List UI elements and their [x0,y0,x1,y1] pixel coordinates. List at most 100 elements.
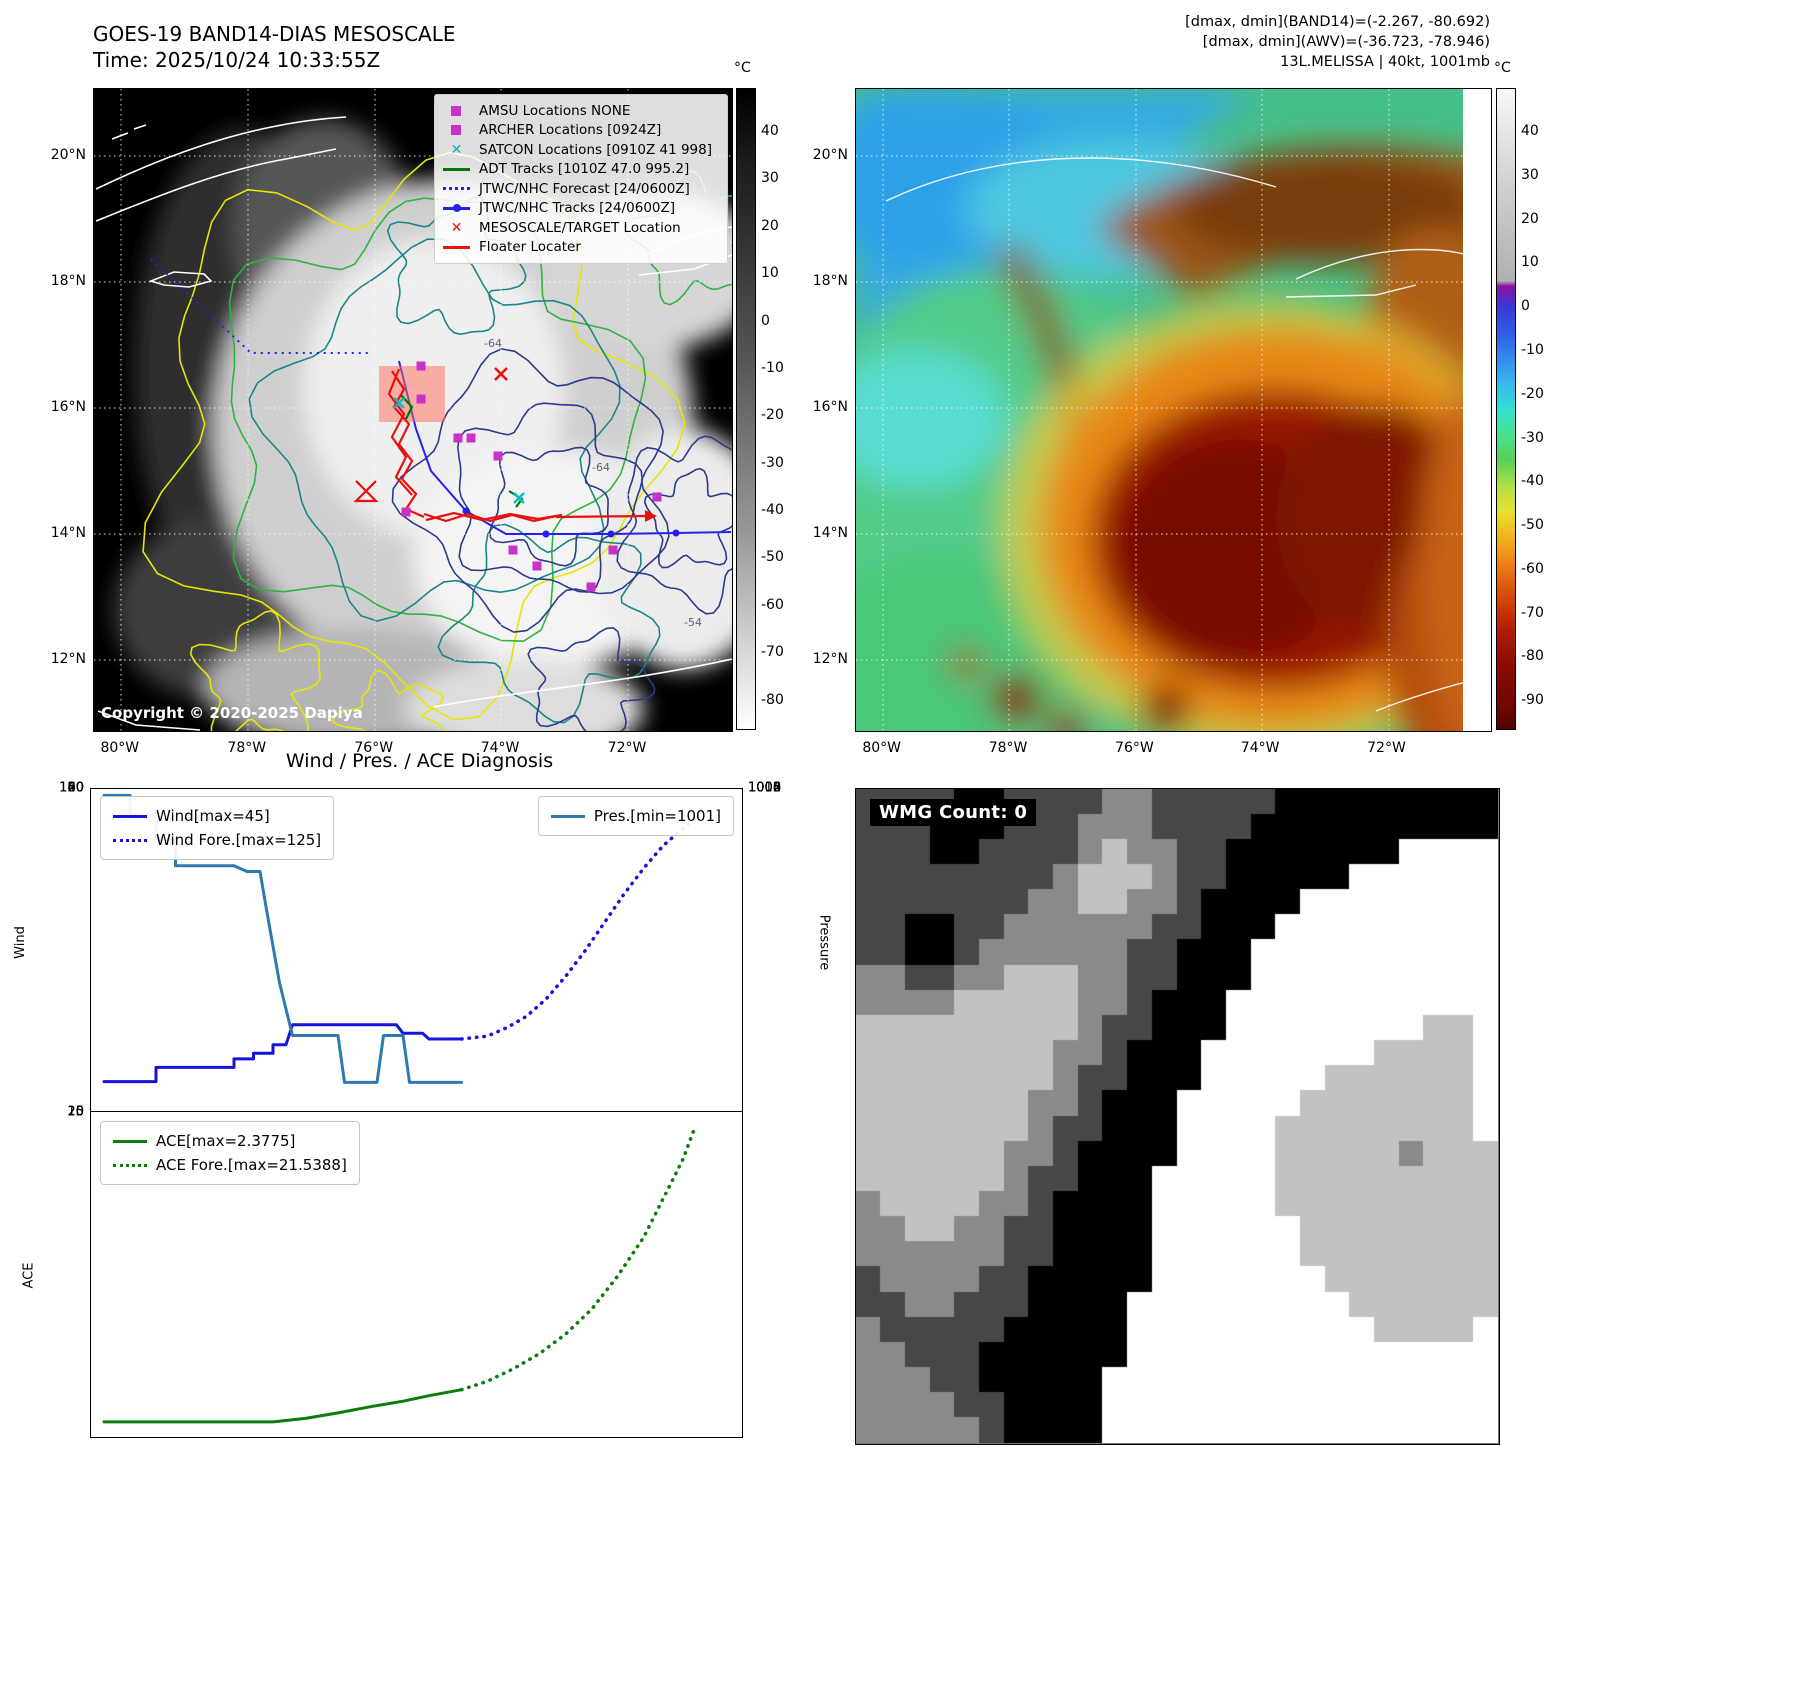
lat-tick-label: 16°N [812,399,848,416]
legend-marker-dotted-icon [113,1163,147,1167]
band14-colorbar [736,88,756,730]
legend-marker-dotted-icon [443,187,470,191]
legend-label: JTWC/NHC Tracks [24/0600Z] [479,200,676,217]
colorbar-tick-label: -90 [1521,692,1544,709]
dmax-dmin-band14: [dmax, dmin](BAND14)=(-2.267, -80.692) [1185,14,1490,30]
band14-lon-axis: 80°W 78°W 76°W 74°W 72°W [93,738,731,758]
legend-label: ACE[max=2.3775] [156,1132,296,1150]
legend-label: JTWC/NHC Forecast [24/0600Z] [479,180,690,197]
satcon-markers [393,397,525,504]
chart-tick-label: 1010 [748,780,782,796]
series-wind-fore- [459,815,698,1041]
lon-tick-label: 76°W [354,740,394,756]
lat-tick-label: 14°N [50,524,86,541]
contour-line [437,523,661,724]
awv-lon-axis: 80°W 78°W 76°W 74°W 72°W [855,738,1490,758]
legend-marker-line-icon [113,1139,147,1143]
wind-axis-label: Wind [12,926,28,959]
series-ace [102,1388,463,1424]
lon-tick-label: 80°W [862,740,901,756]
colorbar-tick-label: 0 [1521,298,1530,315]
legend-item: Floater Locater [443,238,719,258]
lat-tick-label: 18°N [50,272,86,289]
chart-tick-label: 100 [59,780,84,796]
legend-item: ARCHER Locations [0924Z] [443,121,719,141]
colorbar-tick-label: -20 [1521,385,1544,402]
chart-tick-label: 1004 [748,780,782,796]
wmg-panel: WMG Count: 0 [855,788,1500,1445]
lat-tick-label: 12°N [812,650,848,667]
legend-marker-line-icon [550,814,585,818]
legend-marker-dotted-icon [113,838,147,842]
storm-status: 13L.MELISSA | 40kt, 1001mb [1280,54,1490,70]
awv-map [855,88,1492,732]
legend-marker-line-icon [113,814,147,818]
legend-marker-linedot-icon [443,203,470,213]
series-ace-fore- [459,1124,698,1392]
contour-line [248,238,621,622]
legend-item: ACE[max=2.3775] [113,1129,347,1153]
wmg-count-badge: WMG Count: 0 [870,799,1037,826]
lat-tick-label: 20°N [812,146,848,163]
lon-tick-label: 78°W [988,740,1028,756]
colorbar-tick-label: 40 [1521,123,1539,139]
legend-item: JTWC/NHC Tracks [24/0600Z] [443,199,719,219]
legend-label: ADT Tracks [1010Z 47.0 995.2] [479,161,690,178]
colorbar-tick-label: -10 [1521,341,1544,358]
awv-satellite-image [856,89,1491,731]
coastlines [95,116,732,731]
lat-tick-label: 14°N [812,524,848,541]
lon-tick-label: 74°W [1240,740,1280,756]
svg-text:-64: -64 [484,337,502,350]
ace-axis-ticks: 0 5 10 15 20 [52,1105,84,1435]
legend-marker-line-icon [443,167,470,171]
legend-label: ACE Fore.[max=21.5388] [156,1156,347,1174]
series-wind [102,1023,463,1084]
chart-tick-label: 5 [75,1104,84,1120]
legend-item: Wind Fore.[max=125] [113,828,321,852]
legend-label: AMSU Locations NONE [479,102,631,119]
amsu-archer-markers [401,361,662,592]
contour-line [488,446,609,567]
contour-line [189,609,321,731]
coastlines [885,157,1491,712]
legend-item: ✕ MESOSCALE/TARGET Location [443,218,719,238]
pressure-axis-label: Pressure [816,914,832,971]
colorbar-tick-label: -10 [761,359,784,376]
legend-label: Wind Fore.[max=125] [156,831,322,849]
legend-item: JTWC/NHC Forecast [24/0600Z] [443,179,719,199]
legend-item: ACE Fore.[max=21.5388] [113,1153,347,1177]
legend-item: Wind[max=45] [113,804,321,828]
chart-tick-label: 10 [67,1104,84,1120]
sector-edge [1463,89,1491,731]
lon-tick-label: 76°W [1115,740,1154,756]
grid-lines [856,89,1491,731]
awv-header: [dmax, dmin](BAND14)=(-2.267, -80.692) [… [1000,12,1490,72]
svg-text:-54: -54 [684,616,702,629]
band14-lat-axis: 20°N 18°N 16°N 14°N 12°N [0,88,86,730]
contour-line [643,467,732,569]
lat-tick-label: 18°N [812,272,848,289]
colorbar-tick-label: -80 [1521,648,1544,665]
lat-tick-label: 12°N [50,650,86,667]
chart-tick-label: 80 [67,780,84,796]
chart-tick-label: 1006 [748,780,782,796]
colorbar-tick-label: 10 [761,265,779,282]
colorbar-tick-label: -40 [761,502,784,519]
chart-tick-label: 20 [67,1104,84,1120]
lon-tick-label: 80°W [100,740,140,756]
legend-item: AMSU Locations NONE [443,101,719,121]
colorbar-tick-label: 30 [761,170,779,187]
colorbar-tick-label: 20 [1521,210,1539,227]
legend-label: Pres.[min=1001] [593,807,721,825]
legend-label: ARCHER Locations [0924Z] [479,122,662,139]
colorbar-tick-label: 40 [761,123,779,139]
colorbar-tick-label: -40 [1521,473,1544,490]
ace-axis-label: ACE [21,1262,37,1289]
colorbar-tick-label: -30 [1521,429,1544,446]
water-vapor-field [856,89,1491,731]
colorbar-tick-label: -70 [761,644,784,661]
ace-legend: ACE[max=2.3775] ACE Fore.[max=21.5388] [100,1121,360,1185]
awv-colorbar-unit: °C [1494,60,1511,76]
band14-map-legend: AMSU Locations NONE ARCHER Locations [092… [434,94,728,264]
